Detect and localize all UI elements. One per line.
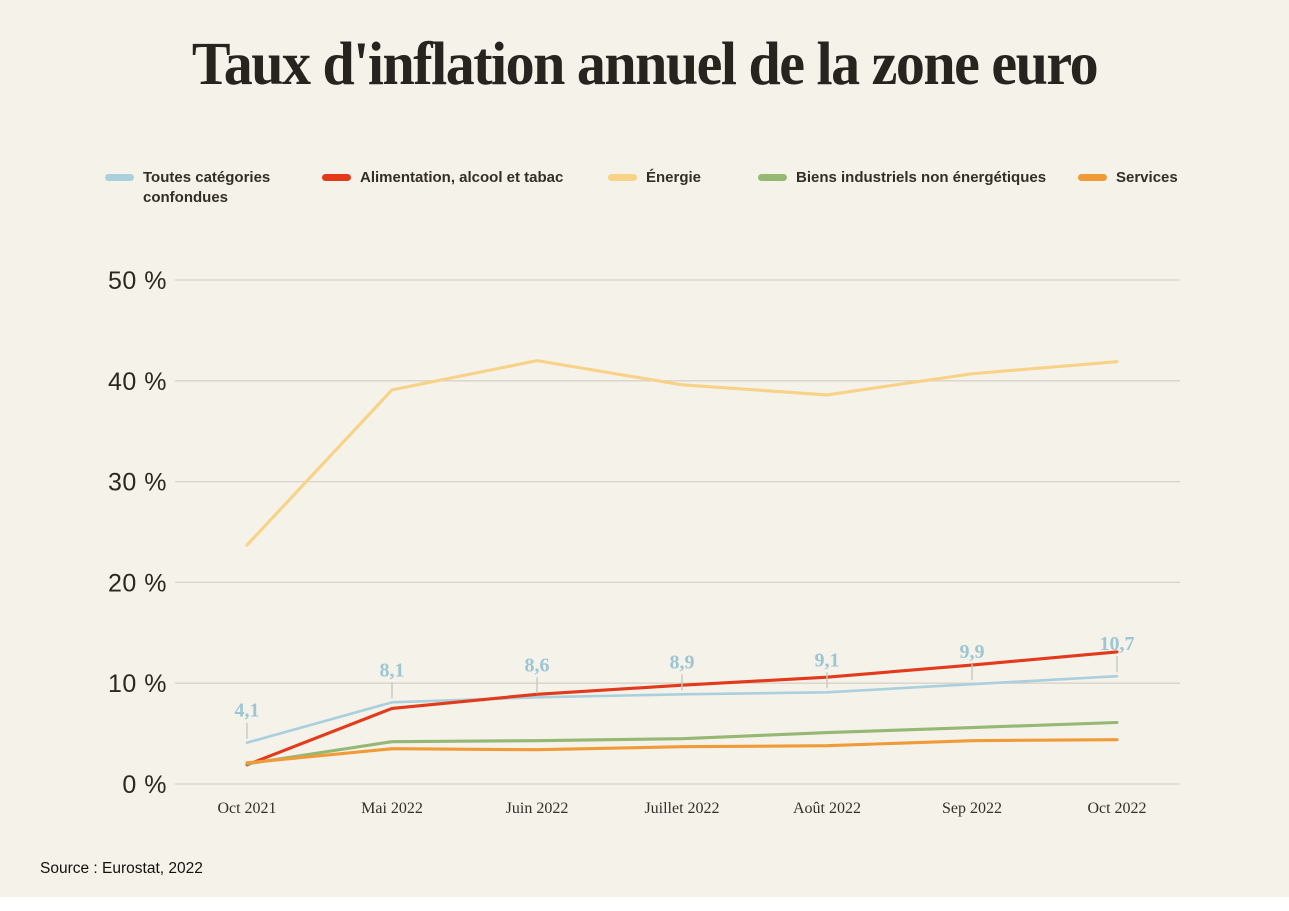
legend-item-energie: Énergie (608, 168, 701, 188)
legend-label: Alimentation, alcool et tabac (360, 169, 564, 186)
legend-swatch-orange (1078, 174, 1107, 181)
legend-item-services: Services (1078, 168, 1178, 188)
point-label: 8,1 (380, 659, 405, 681)
legend-swatch-blue (105, 174, 134, 181)
legend-item-alimentation: Alimentation, alcool et tabac (322, 168, 563, 188)
point-label: 8,9 (670, 651, 695, 673)
x-axis-tick-label: Août 2022 (793, 800, 861, 817)
legend-swatch-red (322, 174, 351, 181)
y-axis-tick-label: 0 % (122, 771, 167, 799)
series-line (245, 720, 1119, 766)
series-line (245, 674, 1119, 744)
x-axis-tick-label: Juin 2022 (506, 800, 569, 817)
point-label: 4,1 (235, 700, 260, 722)
inflation-line-chart: 50 % 40 % 30 % 20 % 10 % 0 % Oct 2021 Mai 2022 J… (108, 267, 1180, 817)
y-axis-tick-label: 50 % (108, 267, 167, 295)
x-axis-tick-label: Sep 2022 (942, 800, 1002, 817)
x-axis-tick-label: Juillet 2022 (644, 800, 719, 817)
point-label: 9,9 (960, 641, 985, 663)
series-line (245, 738, 1119, 765)
legend-item-biens-industriels: Biens industriels non énergétiques (758, 168, 1046, 188)
series-line (245, 359, 1119, 547)
point-label: 9,1 (815, 649, 840, 671)
legend-item-toutes-categories: Toutes catégories confondues (105, 168, 288, 208)
point-label: 10,7 (1100, 633, 1135, 655)
x-axis-tick-label: Mai 2022 (361, 800, 423, 817)
legend-label: Services (1116, 169, 1178, 186)
legend-label: Toutes catégories confondues (143, 169, 271, 206)
legend-swatch-green (758, 174, 787, 181)
x-axis-tick-label: Oct 2022 (1087, 800, 1146, 817)
bottom-bar (0, 897, 1289, 911)
legend-label: Biens industriels non énergétiques (796, 169, 1047, 186)
x-axis-tick-label: Oct 2021 (217, 800, 276, 817)
y-axis-tick-label: 30 % (108, 469, 167, 497)
page-title: Taux d'inflation annuel de la zone euro (191, 29, 1099, 98)
legend-label: Énergie (646, 169, 702, 186)
y-axis-tick-label: 10 % (108, 670, 167, 698)
y-axis-tick-label: 40 % (108, 368, 167, 396)
legend-swatch-yellow (608, 174, 637, 181)
source-note: Source : Eurostat, 2022 (40, 860, 203, 877)
y-axis-tick-label: 20 % (108, 569, 167, 597)
point-label: 8,6 (525, 654, 550, 676)
